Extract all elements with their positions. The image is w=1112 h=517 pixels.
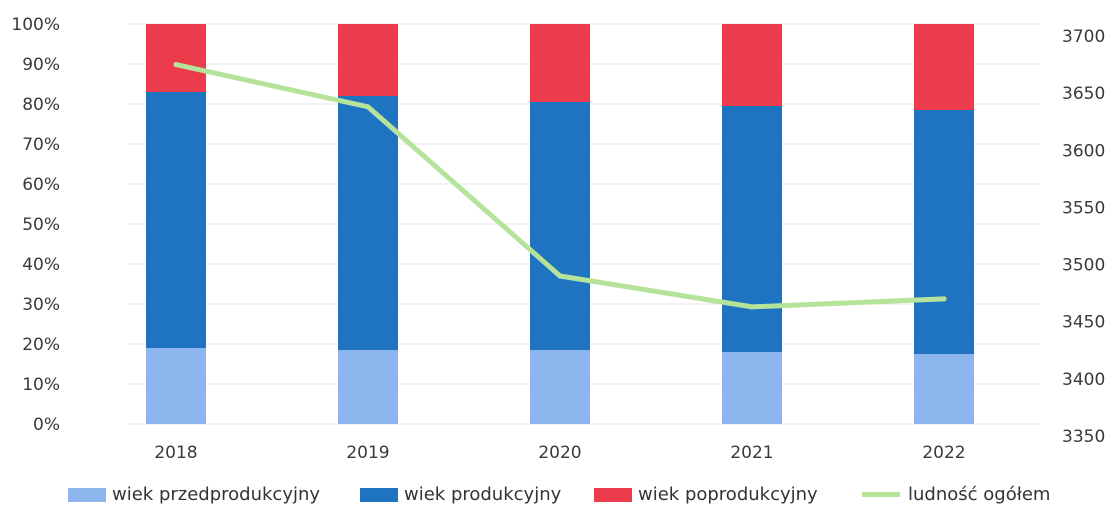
legend-swatch-ludnosc [862, 492, 900, 497]
y-right-tick-label: 3600 [1062, 141, 1105, 161]
y-left-tick-label: 40% [22, 255, 60, 275]
y-right-tick-label: 3650 [1062, 84, 1105, 104]
x-tick-label: 2019 [346, 443, 389, 463]
bar-segment [722, 106, 782, 352]
y-left-tick-label: 70% [22, 135, 60, 155]
y-right-tick-label: 3350 [1062, 427, 1105, 447]
bar-segment [914, 24, 974, 110]
legend-label-przedprodukcyjny: wiek przedprodukcyjny [112, 484, 321, 505]
bar-segment [530, 102, 590, 350]
y-right-tick-label: 3700 [1062, 27, 1105, 47]
x-axis: 2018 2019 2020 2021 2022 [154, 443, 965, 463]
x-tick-label: 2018 [154, 443, 197, 463]
bar-segment [146, 92, 206, 348]
legend-swatch-produkcyjny [360, 487, 398, 502]
y-left-tick-label: 60% [22, 175, 60, 195]
y-right-tick-label: 3450 [1062, 313, 1105, 333]
x-tick-label: 2021 [730, 443, 773, 463]
y-left-tick-label: 80% [22, 95, 60, 115]
bar-segment [530, 350, 590, 424]
legend-item-ludnosc: ludność ogółem [862, 484, 1050, 505]
legend-label-poprodukcyjny: wiek poprodukcyjny [638, 484, 818, 505]
x-tick-label: 2020 [538, 443, 581, 463]
line-series-group [173, 62, 947, 310]
x-tick-label: 2022 [922, 443, 965, 463]
legend: wiek przedprodukcyjny wiek produkcyjny w… [0, 484, 1112, 514]
bar-segment [338, 96, 398, 350]
legend-item-poprodukcyjny: wiek poprodukcyjny [594, 484, 818, 505]
bar-segment [146, 24, 206, 92]
line-point [749, 304, 755, 310]
bar-segment [722, 24, 782, 106]
legend-swatch-przedprodukcyjny [68, 487, 106, 502]
y-axis-right: 3350 3400 3450 3500 3550 3600 3650 3700 [1062, 27, 1105, 447]
legend-item-produkcyjny: wiek produkcyjny [360, 484, 561, 505]
y-left-tick-label: 90% [22, 55, 60, 75]
y-right-tick-label: 3500 [1062, 256, 1105, 276]
bar-segment [530, 24, 590, 102]
bar-segment [914, 110, 974, 354]
legend-label-produkcyjny: wiek produkcyjny [404, 484, 562, 505]
line-point [365, 104, 371, 110]
line-point [557, 273, 563, 279]
bars-group [146, 24, 974, 424]
line-point [941, 296, 947, 302]
bar-segment [914, 354, 974, 424]
y-left-tick-label: 100% [11, 15, 60, 35]
y-left-tick-label: 30% [22, 295, 60, 315]
y-right-tick-label: 3400 [1062, 370, 1105, 390]
legend-label-ludnosc: ludność ogółem [908, 484, 1051, 505]
y-right-tick-label: 3550 [1062, 198, 1105, 218]
y-left-tick-label: 0% [33, 415, 60, 435]
y-left-tick-label: 10% [22, 375, 60, 395]
bar-segment [146, 348, 206, 424]
y-left-tick-label: 50% [22, 215, 60, 235]
bar-segment [338, 350, 398, 424]
bar-segment [722, 352, 782, 424]
legend-item-przedprodukcyjny: wiek przedprodukcyjny [68, 484, 320, 505]
chart: 0% 10% 20% 30% 40% 50% 60% 70% 80% 90% 100% 3350 34… [11, 15, 1105, 463]
line-point [173, 62, 179, 68]
y-axis-left: 0% 10% 20% 30% 40% 50% 60% 70% 80% 90% 100% [11, 15, 60, 435]
legend-swatch-poprodukcyjny [594, 487, 632, 502]
bar-segment [338, 24, 398, 96]
y-left-tick-label: 20% [22, 335, 60, 355]
